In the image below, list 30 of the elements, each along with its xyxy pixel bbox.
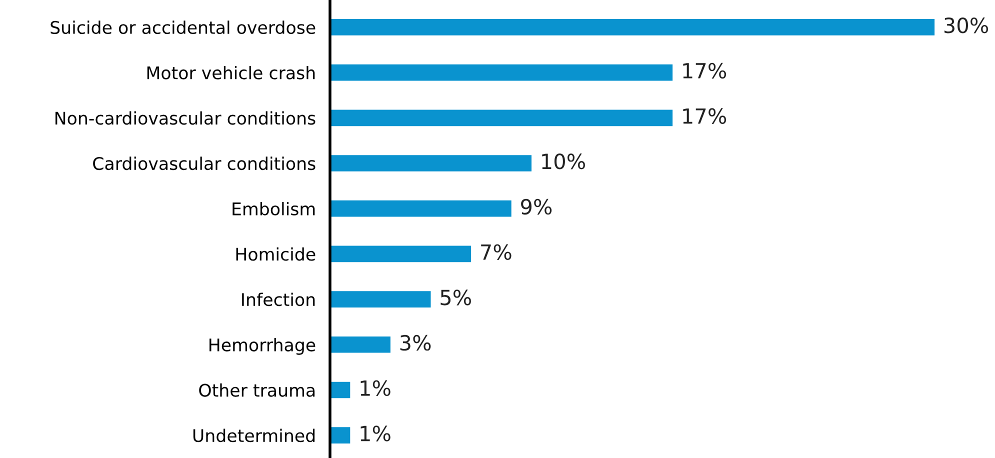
bar [330, 200, 512, 217]
y-tick-label: Cardiovascular conditions [93, 156, 316, 170]
y-tick-label: Homicide [236, 247, 316, 261]
y-tick-label: Non-cardiovascular conditions [56, 111, 316, 125]
bar [330, 246, 472, 262]
data-label: 17% [683, 108, 726, 124]
y-tick-label: Infection [242, 292, 315, 306]
data-label: 3% [400, 334, 431, 351]
y-tick-label: Suicide or accidental overdose [50, 20, 316, 34]
bar [330, 427, 350, 444]
bar [330, 291, 431, 308]
y-tick-label: Undetermined [193, 428, 315, 442]
y-tick-label: Embolism [232, 202, 315, 216]
y-tick-label: Other trauma [199, 383, 315, 397]
bar [330, 19, 935, 36]
data-label: 1% [360, 380, 390, 396]
data-label: 10% [542, 154, 586, 170]
bar [330, 110, 673, 126]
data-label: 30% [944, 17, 988, 34]
y-tick-label: Motor vehicle crash [147, 66, 315, 80]
bar [330, 382, 350, 398]
data-label: 1% [360, 426, 390, 442]
bar [330, 155, 532, 172]
data-label: 5% [440, 290, 471, 306]
bar [330, 336, 390, 353]
bar [330, 64, 673, 81]
data-label: 7% [481, 244, 512, 260]
data-label: 17% [683, 62, 726, 79]
data-label: 9% [521, 198, 552, 215]
y-tick-label: Hemorrhage [210, 338, 316, 355]
